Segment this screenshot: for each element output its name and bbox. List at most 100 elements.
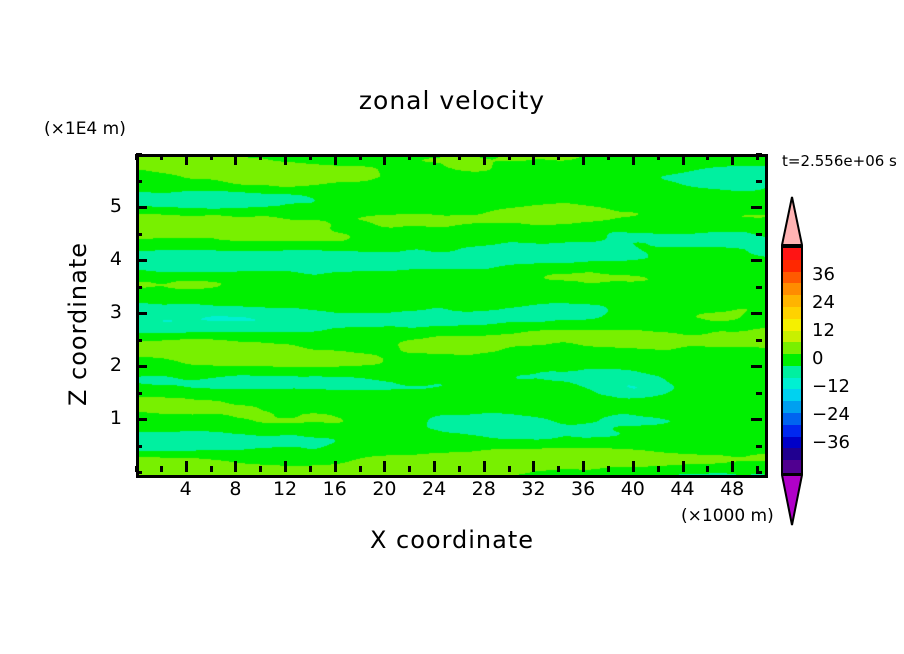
colorbar-band [783,283,801,296]
x-axis-tick [631,461,635,472]
colorbar-band [783,401,801,414]
x-tick-label: 16 [322,478,347,500]
colorbar-band [783,318,801,332]
colorbar-tick-label: 24 [812,292,835,313]
x-axis-tick [756,154,760,160]
y-axis-unit-label: (×1E4 m) [44,119,126,139]
y-axis-tick [136,391,142,395]
x-axis-tick [457,154,461,160]
x-axis-tick [457,466,461,472]
x-axis-tick [259,466,263,472]
y-axis-tick [751,418,762,421]
x-tick-label: 20 [372,478,397,500]
x-axis-tick [408,466,412,472]
x-axis-tick [234,154,238,165]
y-axis-tick [136,312,147,315]
y-tick-label: 3 [109,301,122,323]
y-axis-tick [136,418,147,421]
y-axis-tick [136,444,142,448]
colorbar-band [783,413,801,426]
x-axis-tick [681,461,685,472]
x-tick-label: 8 [229,478,242,500]
y-axis-tick [136,179,142,183]
y-axis-tick [136,206,147,209]
x-axis-tick [433,461,437,472]
x-axis-tick [383,461,387,472]
x-axis-tick [656,154,660,160]
x-axis-tick [656,466,660,472]
y-tick-label: 1 [109,407,122,429]
x-axis-tick [284,154,288,165]
colorbar-band [783,354,801,367]
colorbar-band [783,424,801,438]
x-axis-tick [234,461,238,472]
x-axis-tick [308,154,312,160]
x-axis-tick [482,461,486,472]
y-tick-label: 2 [109,354,122,376]
y-axis-tick [756,179,762,183]
y-axis-tick [751,259,762,262]
x-axis-unit-label: (×1000 m) [681,506,774,526]
contour-field [139,157,765,475]
colorbar-tick-label: 0 [812,348,824,369]
colorbar-under-arrow [781,474,803,526]
x-axis-tick [731,154,735,165]
x-axis-tick [159,466,163,472]
timestamp-annotation: t=2.556e+06 s [782,152,897,170]
colorbar-band [783,306,801,320]
x-axis-tick [631,154,635,165]
x-axis-tick [308,466,312,472]
x-axis-tick [333,461,337,472]
x-axis-tick [284,461,288,472]
x-axis-tick [259,154,263,160]
x-tick-label: 28 [471,478,496,500]
colorbar-band [783,342,801,355]
x-axis-tick [582,461,586,472]
colorbar-band [783,436,801,449]
x-axis-tick [756,466,760,472]
colorbar-band [783,377,801,391]
colorbar-band [783,460,801,473]
x-tick-label: 36 [571,478,596,500]
x-axis-tick [557,466,561,472]
x-axis-tick [731,461,735,472]
colorbar [781,246,803,474]
x-axis-tick [433,154,437,165]
y-tick-label: 5 [109,195,122,217]
y-axis-tick [136,338,142,342]
x-axis-tick [706,466,710,472]
plot-title: zonal velocity [358,86,546,115]
x-axis-tick [606,466,610,472]
colorbar-band [783,271,801,284]
x-axis-tick [532,154,536,165]
colorbar-band [783,248,801,261]
y-axis-tick [756,471,762,474]
x-tick-label: 48 [720,478,745,500]
y-axis-tick [751,312,762,315]
colorbar-band [783,330,801,343]
x-axis-tick [135,154,138,160]
colorbar-band [783,259,801,273]
x-tick-label: 24 [422,478,447,500]
x-axis-tick [209,154,213,160]
x-axis-tick [383,154,387,165]
x-axis-tick [184,461,188,472]
x-axis-tick [159,154,163,160]
y-axis-tick [756,338,762,342]
y-axis-tick [756,285,762,289]
x-tick-label: 40 [620,478,645,500]
colorbar-band [783,448,801,461]
colorbar-tick-label: −24 [812,404,850,425]
x-axis-tick [184,154,188,165]
y-axis-tick [751,365,762,368]
colorbar-tick-label: −12 [812,376,850,397]
x-axis-tick [482,154,486,165]
x-tick-label: 12 [272,478,298,500]
x-tick-label: 44 [670,478,695,500]
x-axis-tick [681,154,685,165]
x-axis-tick [408,154,412,160]
x-axis-title: X coordinate [369,526,535,554]
y-axis-tick [136,285,142,289]
x-tick-label: 32 [521,478,546,500]
